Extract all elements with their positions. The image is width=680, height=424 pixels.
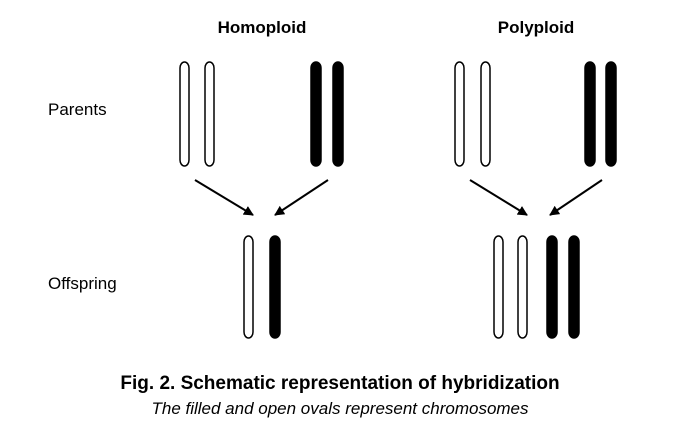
filled-chromosome: [605, 61, 617, 167]
parents-row-label: Parents: [48, 100, 107, 119]
open-chromosome: [204, 61, 215, 167]
arrow-left-polyploid: [469, 179, 528, 216]
filled-chromosome: [332, 61, 344, 167]
polyploid-offspring: [493, 235, 580, 339]
arrow-right-homoploid: [274, 179, 329, 216]
offspring-row-label: Offspring: [48, 274, 117, 293]
open-chromosome: [493, 235, 504, 339]
open-chromosome: [179, 61, 190, 167]
arrow-left-homoploid: [194, 179, 254, 216]
filled-chromosome: [546, 235, 558, 339]
open-chromosome: [243, 235, 254, 339]
polyploid-heading: Polyploid: [497, 18, 575, 37]
arrow-right-polyploid: [549, 179, 603, 216]
open-chromosome: [454, 61, 465, 167]
hybridization-arrows: [194, 179, 603, 216]
homoploid-heading: Homoploid: [217, 18, 307, 37]
filled-chromosome: [568, 235, 580, 339]
homoploid-offspring: [243, 235, 281, 339]
filled-chromosome: [269, 235, 281, 339]
figure-caption-subtitle: The filled and open ovals represent chro…: [151, 399, 529, 418]
figure-caption-title: Fig. 2. Schematic representation of hybr…: [120, 373, 560, 394]
open-chromosome: [517, 235, 528, 339]
filled-chromosome: [310, 61, 322, 167]
homoploid-parents: [179, 61, 344, 167]
filled-chromosome: [584, 61, 596, 167]
polyploid-parents: [454, 61, 617, 167]
open-chromosome: [480, 61, 491, 167]
